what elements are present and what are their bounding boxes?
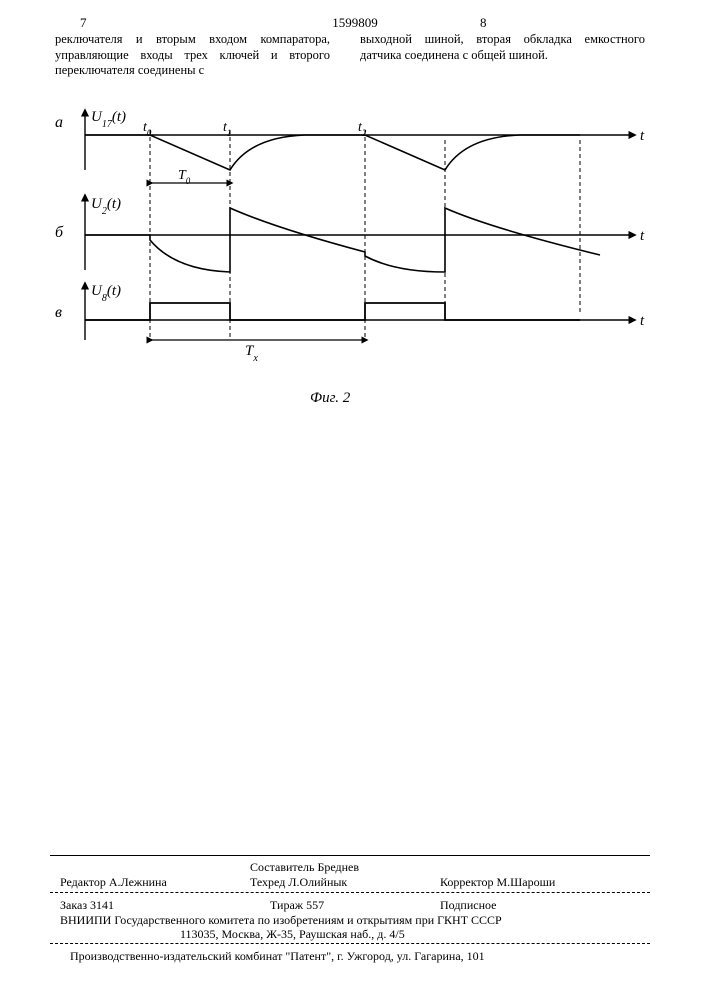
patent-number: 1599809: [280, 15, 430, 31]
svg-text:t: t: [640, 228, 645, 244]
right-column-text: выходной шиной, вторая обкладка емкостно…: [360, 32, 645, 63]
svg-text:t: t: [640, 313, 645, 329]
svg-text:t: t: [640, 128, 645, 144]
svg-text:U8(t): U8(t): [91, 283, 121, 304]
svg-text:Tx: Tx: [245, 343, 258, 364]
footer-rule-3: [50, 943, 650, 944]
footer-corrector: Корректор М.Шароши: [440, 875, 555, 890]
svg-text:б: б: [55, 224, 64, 241]
svg-text:в: в: [55, 304, 62, 321]
figure-caption: Фиг. 2: [310, 390, 350, 407]
figure-2: а U17(t) t t0 t1 t2 T0 б U2(t) t в U8(t)…: [45, 105, 655, 385]
footer-org: ВНИИПИ Государственного комитета по изоб…: [60, 913, 502, 928]
page-num-left: 7: [80, 15, 87, 31]
left-column-text: реключателя и вторым входом компаратора,…: [55, 32, 330, 79]
footer-printer: Производственно-издательский комбинат "П…: [70, 949, 485, 964]
footer-order: Заказ 3141: [60, 898, 114, 913]
footer-address: 113035, Москва, Ж-35, Раушская наб., д. …: [180, 927, 405, 942]
page-num-right: 8: [480, 15, 487, 31]
svg-text:U17(t): U17(t): [91, 109, 126, 130]
footer-tirazh: Тираж 557: [270, 898, 324, 913]
svg-text:а: а: [55, 114, 63, 131]
footer-editor: Редактор А.Лежнина: [60, 875, 167, 890]
footer-rule-2: [50, 892, 650, 893]
footer-podpisnoe: Подписное: [440, 898, 497, 913]
footer-rule-1: [50, 855, 650, 856]
svg-text:U2(t): U2(t): [91, 196, 121, 217]
footer-tehred: Техред Л.Олийнык: [250, 875, 347, 890]
footer-compiler: Составитель Бреднев: [250, 860, 359, 875]
